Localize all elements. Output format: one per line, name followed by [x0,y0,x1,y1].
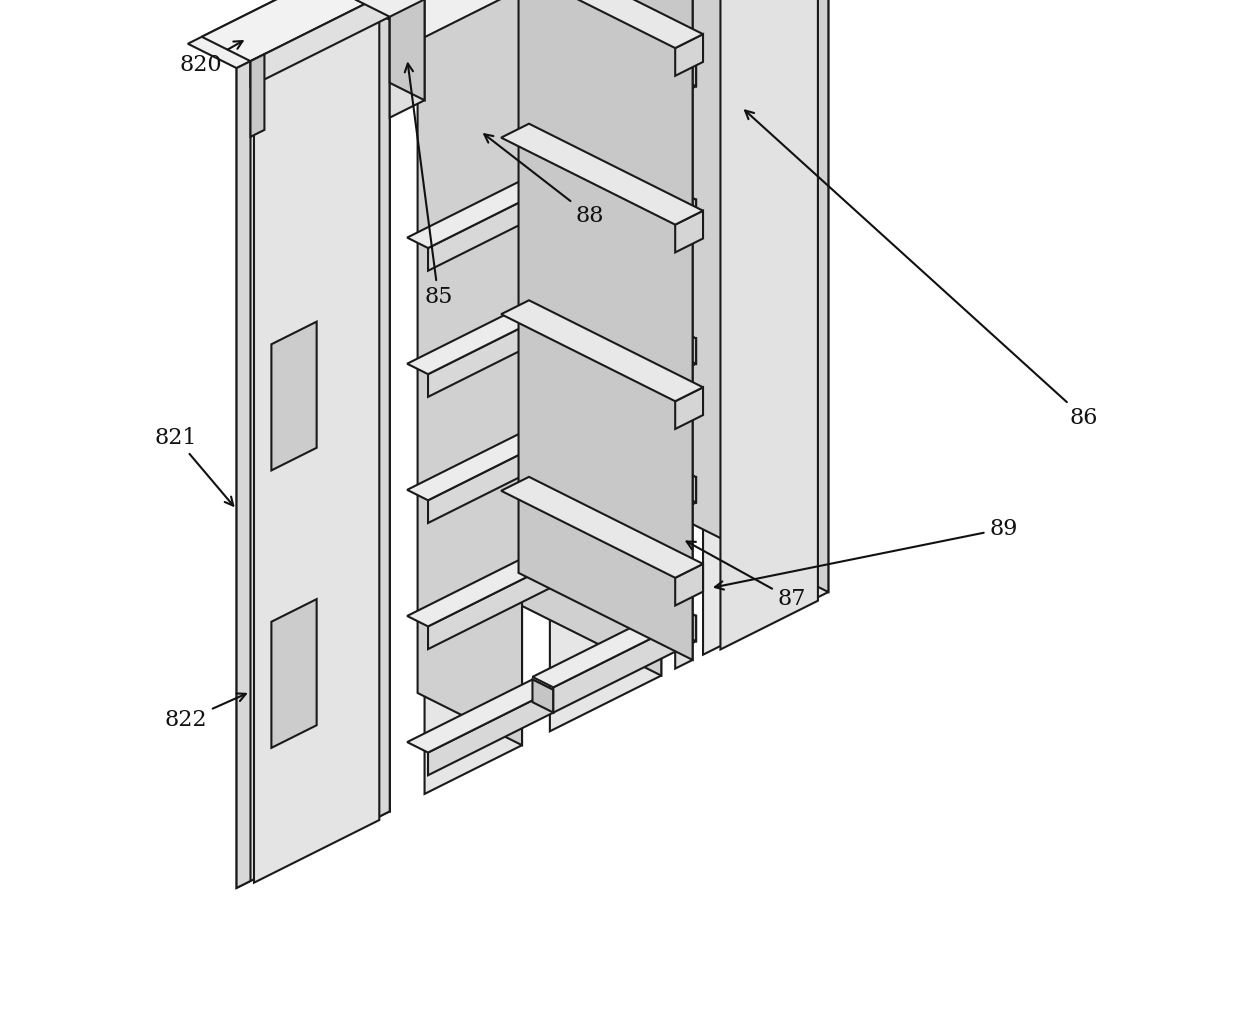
Polygon shape [424,0,522,794]
Polygon shape [532,175,553,208]
Polygon shape [532,301,553,334]
Polygon shape [553,200,696,297]
Polygon shape [237,0,389,888]
Polygon shape [676,467,696,502]
Polygon shape [703,0,828,655]
Polygon shape [676,564,703,605]
Text: 85: 85 [404,64,453,308]
Polygon shape [428,564,553,649]
Polygon shape [202,0,389,62]
Polygon shape [418,0,522,746]
Polygon shape [532,679,553,712]
Polygon shape [237,62,250,888]
Polygon shape [676,50,696,86]
Polygon shape [518,0,693,660]
Polygon shape [532,190,696,271]
Text: 86: 86 [745,111,1099,429]
Polygon shape [407,301,553,374]
Text: 88: 88 [485,134,604,227]
Polygon shape [250,0,389,87]
Polygon shape [355,0,424,17]
Text: 822: 822 [165,693,246,732]
Polygon shape [428,312,553,397]
Polygon shape [272,599,316,748]
Polygon shape [341,0,389,811]
Polygon shape [532,467,696,549]
Polygon shape [428,186,553,270]
Polygon shape [676,190,696,225]
Polygon shape [272,322,316,470]
Polygon shape [532,605,696,687]
Polygon shape [655,0,828,592]
Polygon shape [187,0,389,69]
Polygon shape [676,328,696,364]
Polygon shape [532,427,553,460]
Polygon shape [720,0,818,650]
Polygon shape [407,175,553,248]
Text: 821: 821 [155,427,233,506]
Polygon shape [407,679,553,753]
Polygon shape [407,553,553,627]
Polygon shape [428,690,553,775]
Polygon shape [250,54,264,137]
Polygon shape [532,553,553,586]
Polygon shape [522,0,661,676]
Polygon shape [532,328,696,410]
Text: 89: 89 [715,518,1018,589]
Polygon shape [676,211,703,252]
Polygon shape [501,477,703,578]
Text: 87: 87 [687,542,806,610]
Polygon shape [389,0,424,100]
Polygon shape [376,0,389,818]
Polygon shape [553,61,696,157]
Polygon shape [501,124,703,225]
Polygon shape [553,615,696,712]
Polygon shape [676,0,693,669]
Polygon shape [254,0,379,883]
Polygon shape [501,0,703,48]
Polygon shape [676,34,703,76]
Polygon shape [676,387,703,429]
Polygon shape [676,605,696,642]
Polygon shape [428,438,553,523]
Polygon shape [553,477,696,574]
Polygon shape [407,427,553,500]
Polygon shape [553,338,696,435]
Polygon shape [389,0,424,118]
Polygon shape [320,0,522,37]
Text: 820: 820 [180,41,243,76]
Polygon shape [549,0,661,732]
Polygon shape [501,301,703,402]
Polygon shape [532,50,696,132]
